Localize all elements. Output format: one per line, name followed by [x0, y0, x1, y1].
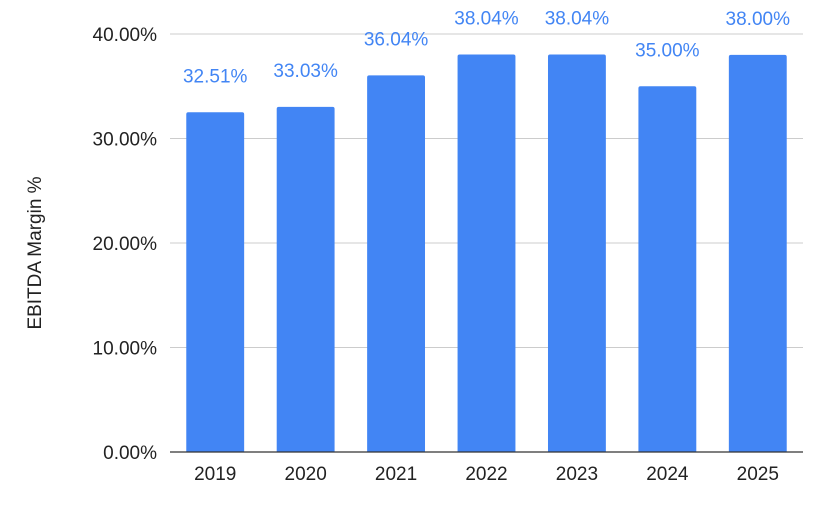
x-tick-label: 2024 [646, 464, 689, 485]
y-tick-labels: 0.00% 10.00% 20.00% 30.00% 40.00% [93, 25, 158, 464]
x-tick-label: 2023 [556, 464, 598, 485]
y-tick-label: 40.00% [93, 25, 158, 46]
data-label: 33.03% [273, 61, 338, 82]
x-tick-label: 2025 [737, 464, 779, 485]
y-tick-label: 0.00% [103, 443, 157, 464]
bar-2023 [547, 54, 606, 453]
bar-2025 [728, 54, 787, 453]
bar-2022 [457, 54, 516, 453]
x-tick-labels: 2019 2020 2021 2022 2023 2024 2025 [194, 464, 779, 485]
bar-2020 [276, 106, 335, 453]
y-tick-label: 30.00% [93, 130, 158, 151]
bar-2019 [186, 112, 245, 452]
y-axis-title: EBITDA Margin % [25, 176, 46, 329]
x-tick-label: 2021 [375, 464, 417, 485]
bar-2024 [638, 86, 697, 452]
y-tick-label: 20.00% [93, 234, 158, 255]
bars [186, 54, 787, 453]
data-label: 38.04% [454, 8, 519, 29]
y-tick-label: 10.00% [93, 339, 158, 360]
data-label: 36.04% [364, 29, 429, 50]
data-labels: 32.51% 33.03% 36.04% 38.04% 38.04% 35.00% 38.0… [183, 8, 790, 87]
x-tick-label: 2022 [465, 464, 507, 485]
x-tick-label: 2019 [194, 464, 236, 485]
x-tick-label: 2020 [285, 464, 327, 485]
bar-2021 [367, 75, 426, 452]
data-label: 35.00% [635, 40, 700, 61]
data-label: 32.51% [183, 66, 248, 87]
data-label: 38.04% [545, 8, 610, 29]
data-label: 38.00% [726, 9, 791, 30]
